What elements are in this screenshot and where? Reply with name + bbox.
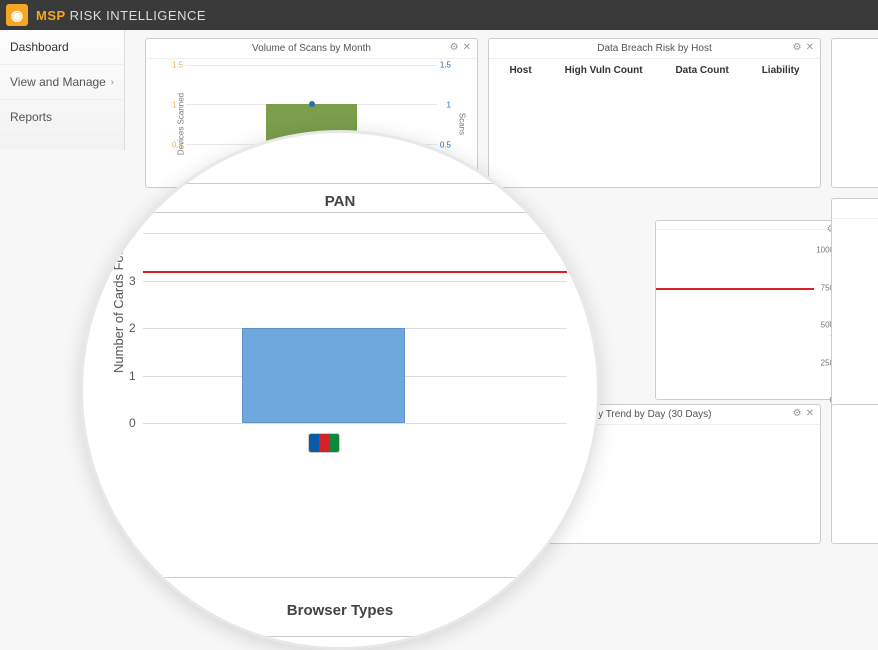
sidebar-item-dashboard[interactable]: Dashboard xyxy=(0,30,124,65)
sidebar-item-view-manage[interactable]: View and Manage › xyxy=(0,65,124,100)
y-tick: 4 xyxy=(129,226,136,240)
column-header: Host xyxy=(509,65,531,76)
brand-logo: ◉ xyxy=(6,4,28,26)
panel-title: Data Breach Risk by Host ⚙ ✕ xyxy=(489,39,820,59)
pan-bar xyxy=(242,328,405,423)
y-tick: 1 xyxy=(129,369,136,383)
panel-right-1 xyxy=(831,38,878,188)
sidebar-item-label: Reports xyxy=(10,110,52,124)
y-axis-right-label: Scans xyxy=(457,113,466,135)
jcb-icon xyxy=(308,433,340,457)
topbar: ◉ MSP RISK INTELLIGENCE xyxy=(0,0,878,30)
magnifier-lens: PAN Number of Cards Found Browser Types … xyxy=(80,130,600,650)
y-tick: 2 xyxy=(129,321,136,335)
y-tick-right: 1.5 xyxy=(440,61,451,70)
close-icon[interactable]: ✕ xyxy=(463,42,471,53)
y-axis-label: Number of Cards Found xyxy=(111,234,126,373)
panel-unencrypted: Unencrypted xyxy=(831,198,878,423)
y-tick-left: 1.5 xyxy=(172,61,183,70)
sidebar-item-label: Dashboard xyxy=(10,40,69,54)
close-icon[interactable]: ✕ xyxy=(806,408,814,419)
sidebar: Dashboard View and Manage › Reports xyxy=(0,30,125,150)
panel-right-3 xyxy=(831,404,878,544)
scan-point xyxy=(309,101,315,107)
y-tick: 3 xyxy=(129,274,136,288)
liability-redline xyxy=(656,288,814,290)
column-header: Liability xyxy=(762,65,800,76)
brand-msp: MSP xyxy=(36,8,66,23)
column-header: High Vuln Count xyxy=(565,65,643,76)
pan-redline xyxy=(143,271,567,273)
wifi-icon: ◉ xyxy=(11,7,23,24)
chevron-right-icon: › xyxy=(111,77,114,88)
browser-panel-title: Browser Types xyxy=(83,602,597,619)
panel-liability: ⚙ ✕ Liability in $ 02505007501000 xyxy=(655,220,855,400)
panel-title: Volume of Scans by Month ⚙ ✕ xyxy=(146,39,477,59)
breach-column-headers: Host High Vuln Count Data Count Liability xyxy=(489,59,820,82)
brand-rest: RISK INTELLIGENCE xyxy=(70,8,206,23)
sidebar-item-label: View and Manage xyxy=(10,75,106,89)
gear-icon[interactable]: ⚙ xyxy=(793,42,802,53)
gear-icon[interactable]: ⚙ xyxy=(450,42,459,53)
y-tick-left: 1 xyxy=(172,101,176,110)
panel-title: ⚙ ✕ xyxy=(656,221,854,230)
sidebar-item-reports[interactable]: Reports xyxy=(0,100,124,135)
gear-icon[interactable]: ⚙ xyxy=(793,408,802,419)
y-tick-right: 1 xyxy=(447,101,451,110)
panel-title: Unencrypted xyxy=(832,199,878,219)
column-header: Data Count xyxy=(675,65,728,76)
pan-panel-title: PAN xyxy=(83,193,597,210)
close-icon[interactable]: ✕ xyxy=(806,42,814,53)
y-tick: 0 xyxy=(129,416,136,430)
